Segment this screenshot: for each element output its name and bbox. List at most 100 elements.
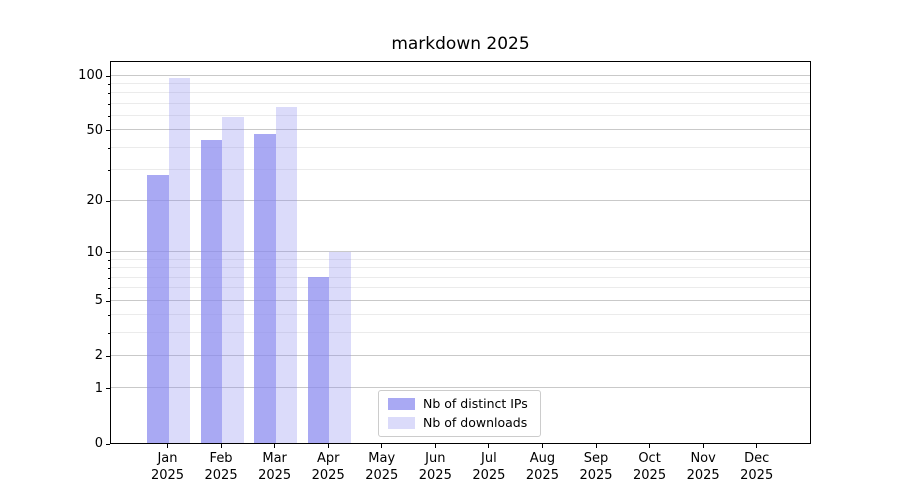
y-minor-tick-mark bbox=[108, 268, 110, 270]
x-tick-label-line: Mar bbox=[262, 451, 287, 466]
x-tick-label-line: 2025 bbox=[418, 468, 452, 483]
x-tick-label-line: Feb bbox=[209, 451, 233, 466]
y-tick-mark bbox=[106, 388, 110, 390]
y-tick-label: 5 bbox=[94, 293, 103, 309]
bar-downloads bbox=[275, 106, 298, 443]
y-tick-label: 2 bbox=[94, 348, 103, 364]
x-tick-label-line: 2025 bbox=[740, 468, 774, 483]
x-tick-label: Mar 2025 bbox=[245, 450, 305, 484]
y-minor-tick-mark bbox=[108, 333, 110, 334]
plot-area bbox=[110, 61, 811, 444]
gridline-major bbox=[111, 251, 810, 253]
x-tick-label: Nov 2025 bbox=[673, 450, 733, 484]
x-tick-mark bbox=[327, 444, 329, 448]
gridline-minor bbox=[111, 276, 810, 278]
x-tick-label-line: 2025 bbox=[633, 468, 667, 483]
x-tick-mark bbox=[220, 444, 222, 448]
x-tick-mark bbox=[649, 444, 651, 448]
bar-distinct-ips bbox=[200, 139, 223, 443]
y-tick-label: 1 bbox=[94, 380, 103, 396]
distinct-ips-swatch-icon bbox=[388, 398, 415, 410]
bar-distinct-ips bbox=[307, 277, 330, 443]
x-tick-label-line: 2025 bbox=[525, 468, 559, 483]
y-minor-tick-mark bbox=[108, 115, 110, 117]
gridline-major bbox=[111, 199, 810, 201]
y-tick-mark bbox=[106, 75, 110, 77]
y-minor-tick-mark bbox=[108, 93, 110, 95]
y-tick-mark bbox=[106, 300, 110, 302]
x-tick-label-line: 2025 bbox=[204, 468, 238, 483]
x-tick-label-line: Jan bbox=[157, 451, 178, 466]
y-minor-tick-mark bbox=[108, 288, 110, 290]
bar-distinct-ips bbox=[147, 174, 169, 443]
x-tick-label-line: 2025 bbox=[686, 468, 720, 483]
y-tick-mark bbox=[106, 443, 110, 445]
x-tick-mark bbox=[541, 444, 543, 448]
gridline-minor bbox=[111, 114, 810, 116]
y-tick-label: 100 bbox=[78, 68, 103, 84]
y-tick-mark bbox=[106, 252, 110, 254]
y-tick-label: 10 bbox=[86, 244, 103, 260]
x-tick-label: Sep 2025 bbox=[566, 450, 626, 484]
gridline-minor bbox=[111, 259, 810, 260]
y-minor-tick-mark bbox=[108, 259, 110, 261]
x-tick-label: Feb 2025 bbox=[191, 450, 251, 484]
y-minor-tick-mark bbox=[108, 277, 110, 279]
x-tick-label-line: Aug bbox=[529, 451, 556, 466]
gridline-major bbox=[111, 299, 810, 301]
x-tick-label-line: 2025 bbox=[365, 468, 399, 483]
legend-label: Nb of distinct IPs bbox=[423, 396, 528, 411]
gridline-minor bbox=[111, 287, 810, 289]
x-tick-label-line: Jul bbox=[481, 451, 497, 466]
bar-distinct-ips bbox=[254, 134, 276, 443]
gridline-minor bbox=[111, 92, 810, 94]
x-tick-label-line: Jun bbox=[425, 451, 446, 466]
legend-label: Nb of downloads bbox=[423, 415, 528, 430]
gridline-major bbox=[111, 74, 810, 76]
x-tick-label: Jun 2025 bbox=[405, 450, 465, 484]
x-tick-label-line: 2025 bbox=[150, 468, 185, 483]
x-tick-label-line: Nov bbox=[690, 451, 716, 466]
gridline-minor bbox=[111, 83, 810, 84]
y-tick-mark bbox=[106, 130, 110, 132]
x-tick-mark bbox=[756, 444, 758, 448]
bar-downloads bbox=[222, 116, 244, 443]
y-minor-tick-mark bbox=[108, 83, 110, 85]
legend-item-distinct-ips: Nb of distinct IPs bbox=[388, 397, 528, 411]
y-minor-tick-mark bbox=[108, 147, 110, 149]
gridline-minor bbox=[111, 267, 810, 269]
gridline-major bbox=[111, 387, 810, 389]
x-tick-label: Dec 2025 bbox=[727, 450, 787, 484]
y-minor-tick-mark bbox=[108, 169, 110, 171]
x-tick-mark bbox=[488, 444, 490, 448]
x-tick-label: Jul 2025 bbox=[459, 450, 519, 484]
x-tick-label-line: 2025 bbox=[579, 468, 613, 483]
x-tick-label: Oct 2025 bbox=[620, 450, 680, 484]
gridline-minor bbox=[111, 102, 810, 104]
x-tick-label-line: May bbox=[368, 451, 396, 466]
y-minor-tick-mark bbox=[108, 315, 110, 317]
x-tick-label: Aug 2025 bbox=[512, 450, 572, 484]
x-tick-label: Apr 2025 bbox=[298, 450, 358, 484]
y-minor-tick-mark bbox=[108, 103, 110, 105]
gridline-minor bbox=[111, 314, 810, 316]
gridline-minor bbox=[111, 146, 810, 148]
x-tick-mark bbox=[434, 444, 436, 448]
x-tick-mark bbox=[274, 444, 276, 448]
legend: Nb of distinct IPs Nb of downloads bbox=[378, 390, 541, 437]
x-tick-label-line: 2025 bbox=[311, 468, 345, 483]
x-tick-mark bbox=[167, 444, 168, 448]
x-tick-mark bbox=[381, 444, 383, 448]
x-tick-label: Jan 2025 bbox=[138, 450, 198, 484]
gridline-minor bbox=[111, 168, 810, 170]
x-tick-label-line: Sep bbox=[583, 451, 609, 466]
x-tick-mark bbox=[702, 444, 704, 448]
gridline-major bbox=[111, 129, 810, 131]
x-tick-label-line: 2025 bbox=[472, 468, 506, 483]
x-tick-label-line: Oct bbox=[638, 451, 661, 466]
x-tick-label-line: Apr bbox=[316, 451, 340, 466]
bar-downloads bbox=[168, 77, 190, 443]
x-tick-label-line: Dec bbox=[744, 451, 770, 466]
legend-item-downloads: Nb of downloads bbox=[388, 416, 528, 430]
